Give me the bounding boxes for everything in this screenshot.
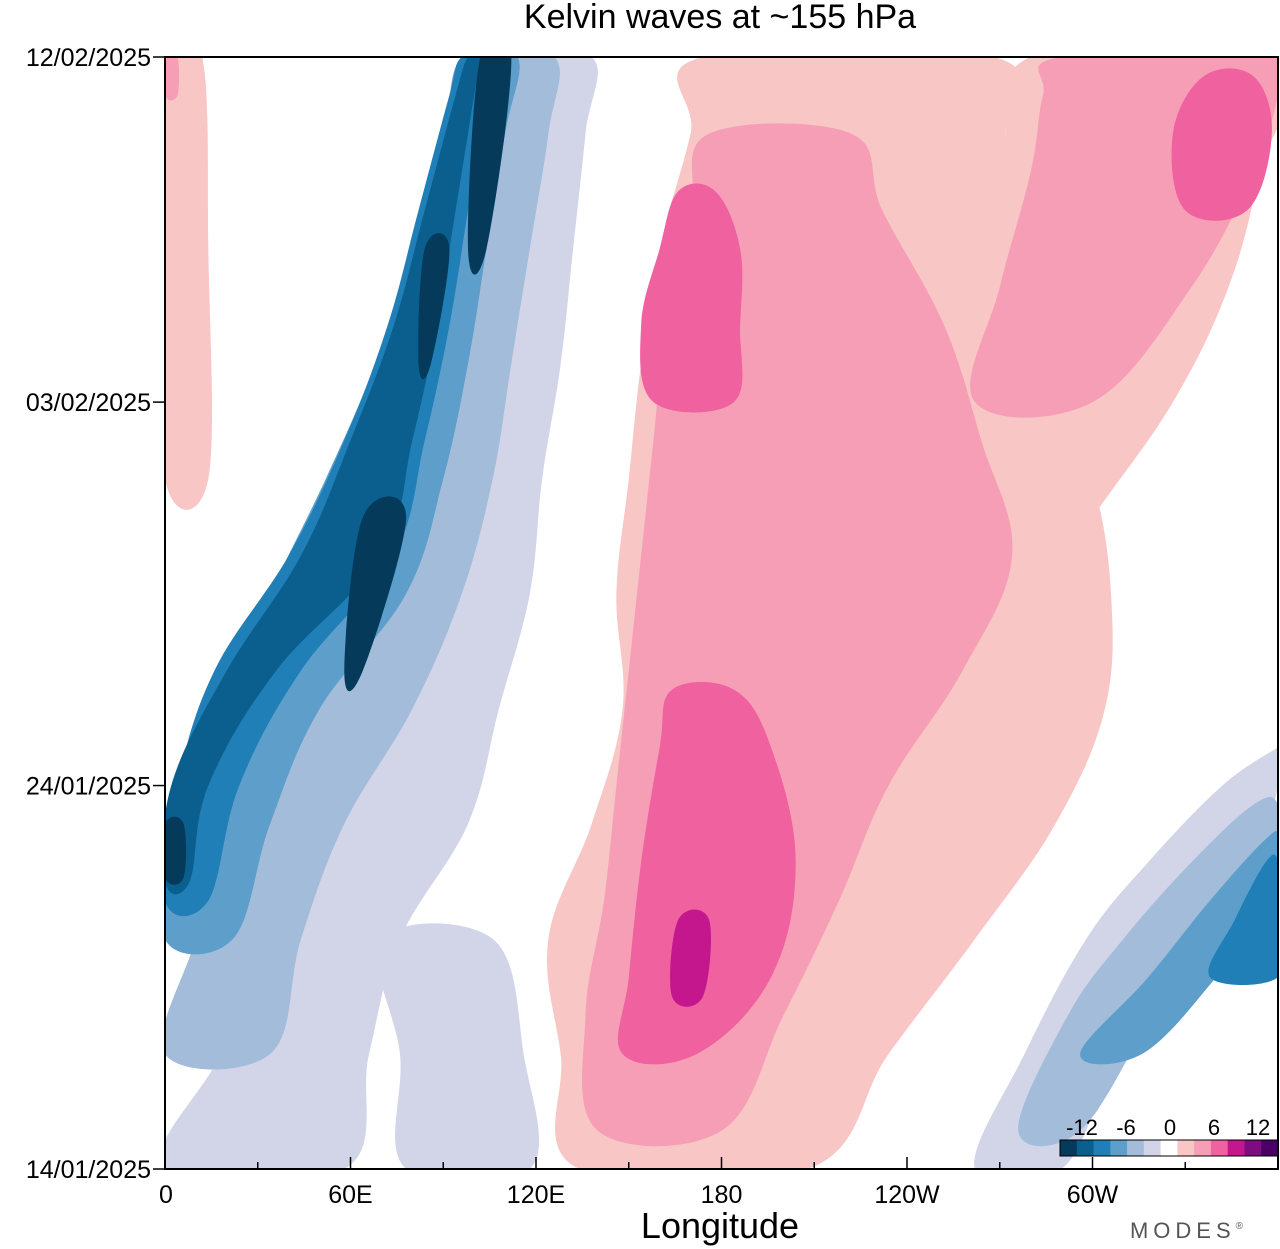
pos-west-edge-level-2 bbox=[165, 57, 213, 510]
colorbar-label: -6 bbox=[1116, 1115, 1136, 1140]
pos-main-level-6 bbox=[617, 681, 796, 1065]
colorbar-swatch bbox=[1076, 1140, 1094, 1156]
pos-east-level-6 bbox=[1171, 68, 1272, 221]
x-axis: 0 60E 120E 180 120W 60W bbox=[159, 1157, 1279, 1209]
y-axis: 14/01/2025 24/01/2025 03/02/2025 12/02/2025 bbox=[26, 44, 165, 1184]
neg-core-level-m12 bbox=[344, 496, 407, 692]
brand-logo: MODES® bbox=[1130, 1218, 1248, 1243]
x-tick-label: 180 bbox=[701, 1181, 743, 1209]
x-tick-label: 0 bbox=[159, 1181, 173, 1209]
pos-west-edge-level-4 bbox=[165, 57, 180, 101]
neg-band-east-level-m8 bbox=[1208, 854, 1278, 985]
chart-title: Kelvin waves at ~155 hPa bbox=[524, 0, 916, 36]
pos-main-level-8 bbox=[670, 909, 712, 1007]
colorbar: -12 -6 0 6 12 bbox=[1059, 1115, 1279, 1157]
colorbar-frame bbox=[1059, 1139, 1279, 1157]
brand-mark: ® bbox=[1236, 1221, 1248, 1232]
neg-core-level-m12 bbox=[418, 233, 450, 380]
colorbar-label: -12 bbox=[1066, 1115, 1098, 1140]
x-tick-label: 60E bbox=[328, 1181, 372, 1209]
colorbar-swatch bbox=[1093, 1140, 1111, 1156]
pos-main-level-6 bbox=[640, 183, 743, 413]
neg-tail-west-level-m2 bbox=[376, 923, 540, 1169]
x-tick-label: 120E bbox=[507, 1181, 565, 1209]
neg-band-main-level-m10 bbox=[165, 57, 481, 895]
colorbar-label: 6 bbox=[1208, 1115, 1220, 1140]
colorbar-swatch bbox=[1194, 1140, 1212, 1156]
colorbar-swatch bbox=[1160, 1140, 1178, 1156]
x-axis-label: Longitude bbox=[641, 1205, 799, 1246]
neg-band-east-level-m6 bbox=[1080, 830, 1278, 1065]
neg-core-level-m12 bbox=[467, 57, 512, 275]
neg-core-level-m12 bbox=[165, 816, 187, 885]
colorbar-swatch bbox=[1127, 1140, 1145, 1156]
y-tick-label: 14/01/2025 bbox=[26, 1156, 151, 1184]
colorbar-swatch bbox=[1177, 1140, 1195, 1156]
x-tick-label: 60W bbox=[1067, 1181, 1119, 1209]
brand-name: MODES bbox=[1130, 1218, 1236, 1243]
contour-regions bbox=[165, 57, 1278, 1169]
y-tick-label: 24/01/2025 bbox=[26, 773, 151, 801]
colorbar-label: 0 bbox=[1164, 1115, 1176, 1140]
colorbar-swatch bbox=[1210, 1140, 1229, 1156]
y-tick-label: 03/02/2025 bbox=[26, 389, 151, 417]
colorbar-swatch bbox=[1244, 1140, 1262, 1156]
colorbar-swatch bbox=[1060, 1140, 1078, 1156]
colorbar-swatch bbox=[1227, 1140, 1245, 1156]
x-tick-label: 120W bbox=[874, 1181, 940, 1209]
colorbar-label: 12 bbox=[1246, 1115, 1270, 1140]
colorbar-swatch bbox=[1143, 1140, 1162, 1156]
y-tick-label: 12/02/2025 bbox=[26, 44, 151, 72]
colorbar-swatch bbox=[1261, 1140, 1279, 1156]
colorbar-swatch bbox=[1110, 1140, 1128, 1156]
